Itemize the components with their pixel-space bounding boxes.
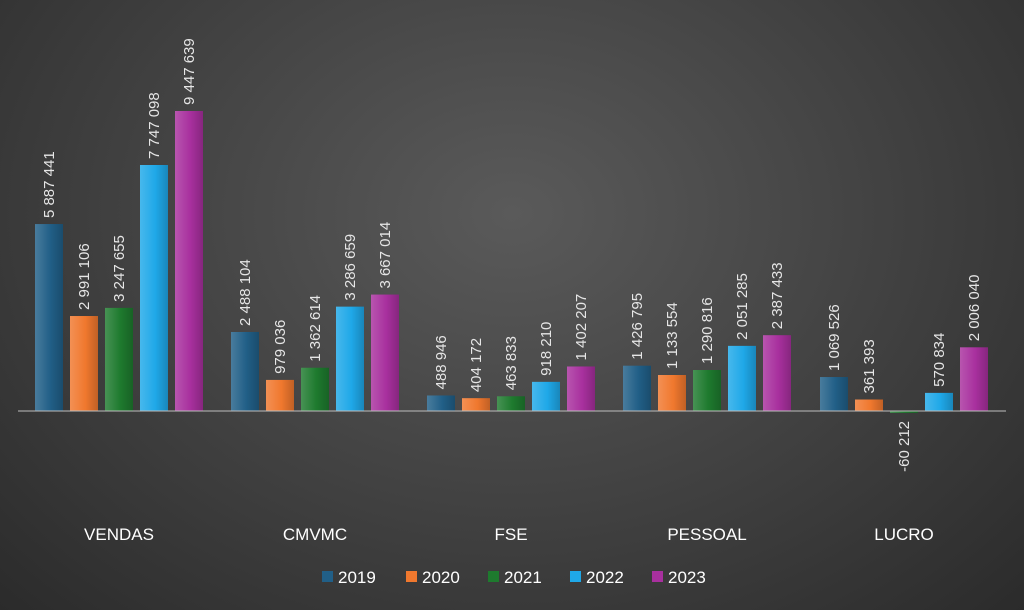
- data-label-cmvmc-2020: 979 036: [272, 320, 289, 374]
- data-label-fse-2020: 404 172: [468, 338, 485, 392]
- legend-swatch-2019: [322, 571, 333, 582]
- data-label-lucro-2020: 361 393: [861, 339, 878, 393]
- data-label-cmvmc-2022: 3 286 659: [342, 234, 359, 301]
- data-label-fse-2023: 1 402 207: [573, 294, 590, 361]
- data-label-fse-2019: 488 946: [433, 335, 450, 389]
- legend: 2019 2020 2021 2022 2023: [322, 568, 706, 587]
- bars-layer: [35, 111, 988, 413]
- legend-label-2023: 2023: [668, 568, 706, 587]
- legend-swatch-2020: [406, 571, 417, 582]
- legend-label-2020: 2020: [422, 568, 460, 587]
- data-label-vendas-2023: 9 447 639: [181, 38, 198, 105]
- bar-lucro-2022: [925, 392, 953, 411]
- data-label-lucro-2023: 2 006 040: [966, 275, 983, 342]
- bar-fse-2019: [427, 395, 455, 411]
- data-label-vendas-2021: 3 247 655: [111, 235, 128, 302]
- bar-vendas-2023: [175, 111, 203, 411]
- category-axis: VENDAS CMVMC FSE PESSOAL LUCRO: [84, 525, 934, 544]
- data-label-pessoal-2023: 2 387 433: [769, 262, 786, 329]
- bar-fse-2021: [497, 396, 525, 411]
- data-labels-layer: 5 887 441 2 991 106 3 247 655 7 747 098 9 44…: [41, 38, 983, 472]
- category-label-vendas: VENDAS: [84, 525, 154, 544]
- legend-label-2019: 2019: [338, 568, 376, 587]
- bar-lucro-2019: [820, 377, 848, 411]
- bar-pessoal-2020: [658, 375, 686, 411]
- bar-fse-2020: [462, 398, 490, 411]
- legend-swatch-2022: [570, 571, 581, 582]
- data-label-vendas-2022: 7 747 098: [146, 92, 163, 159]
- bar-fse-2023: [567, 366, 595, 411]
- bar-cmvmc-2022: [336, 306, 364, 411]
- data-label-pessoal-2021: 1 290 816: [699, 297, 716, 364]
- bar-cmvmc-2021: [301, 367, 329, 411]
- data-label-fse-2022: 918 210: [538, 322, 555, 376]
- data-label-vendas-2020: 2 991 106: [76, 243, 93, 310]
- data-label-cmvmc-2019: 2 488 104: [237, 259, 254, 326]
- legend-swatch-2021: [488, 571, 499, 582]
- bar-cmvmc-2019: [231, 331, 259, 411]
- bar-cmvmc-2023: [371, 294, 399, 411]
- data-label-fse-2021: 463 833: [503, 336, 520, 390]
- data-label-vendas-2019: 5 887 441: [41, 151, 58, 218]
- bar-pessoal-2022: [728, 345, 756, 411]
- bar-cmvmc-2020: [266, 379, 294, 411]
- legend-label-2021: 2021: [504, 568, 542, 587]
- bar-pessoal-2021: [693, 370, 721, 411]
- data-label-lucro-2019: 1 069 526: [826, 304, 843, 371]
- data-label-pessoal-2020: 1 133 554: [664, 302, 681, 369]
- category-label-fse: FSE: [494, 525, 527, 544]
- legend-label-2022: 2022: [586, 568, 624, 587]
- bar-lucro-2021: [890, 411, 918, 413]
- bar-pessoal-2023: [763, 335, 791, 411]
- legend-swatch-2023: [652, 571, 663, 582]
- data-label-pessoal-2019: 1 426 795: [629, 293, 646, 360]
- bar-vendas-2020: [70, 316, 98, 411]
- bar-pessoal-2019: [623, 365, 651, 411]
- category-label-cmvmc: CMVMC: [283, 525, 347, 544]
- category-label-pessoal: PESSOAL: [667, 525, 746, 544]
- bar-lucro-2020: [855, 399, 883, 411]
- bar-fse-2022: [532, 381, 560, 411]
- bar-vendas-2022: [140, 164, 168, 411]
- data-label-pessoal-2022: 2 051 285: [734, 273, 751, 340]
- bar-vendas-2019: [35, 224, 63, 411]
- data-label-lucro-2022: 570 834: [931, 333, 948, 387]
- category-label-lucro: LUCRO: [874, 525, 934, 544]
- bar-lucro-2023: [960, 347, 988, 411]
- bar-vendas-2021: [105, 307, 133, 411]
- data-label-cmvmc-2021: 1 362 614: [307, 295, 324, 362]
- data-label-cmvmc-2023: 3 667 014: [377, 222, 394, 289]
- data-label-lucro-2021: -60 212: [896, 421, 913, 472]
